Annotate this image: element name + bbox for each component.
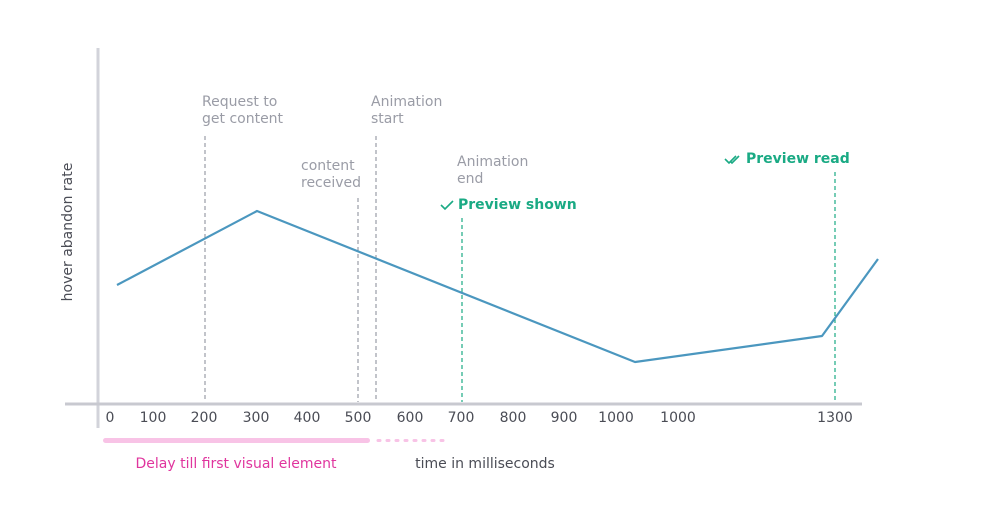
x-tick-label: 0	[106, 410, 115, 426]
annotation: content	[301, 158, 355, 174]
x-tick-label: 900	[551, 410, 578, 426]
x-tick-label: 800	[500, 410, 527, 426]
x-tick-label: 700	[448, 410, 475, 426]
x-tick-label: 1000	[660, 410, 696, 426]
x-tick-label: 100	[140, 410, 167, 426]
milestone-label: Preview shown	[458, 197, 577, 213]
x-tick-label: 1300	[817, 410, 853, 426]
x-tick-label: 300	[243, 410, 270, 426]
milestone-label: Preview read	[746, 151, 850, 167]
x-tick-label: 600	[397, 410, 424, 426]
delay-label: Delay till first visual element	[135, 456, 337, 472]
y-label: hover abandon rate	[60, 163, 76, 302]
x-label: time in milliseconds	[415, 456, 555, 472]
x-tick-label: 500	[345, 410, 372, 426]
annotation: Animation	[371, 94, 442, 110]
rate-line	[116, 209, 879, 364]
annotation: end	[457, 171, 483, 187]
x-tick-label: 200	[191, 410, 218, 426]
annotation: Request to	[202, 94, 277, 110]
x-tick-label: 1000	[598, 410, 634, 426]
annotation: get content	[202, 111, 284, 127]
annotation: start	[371, 111, 404, 127]
annotation: Animation	[457, 154, 528, 170]
check-icon	[440, 200, 454, 211]
annotation: received	[301, 175, 361, 191]
markers	[204, 136, 836, 402]
double-check-icon	[724, 155, 740, 165]
x-tick-label: 400	[294, 410, 321, 426]
delay-bar	[103, 438, 370, 443]
